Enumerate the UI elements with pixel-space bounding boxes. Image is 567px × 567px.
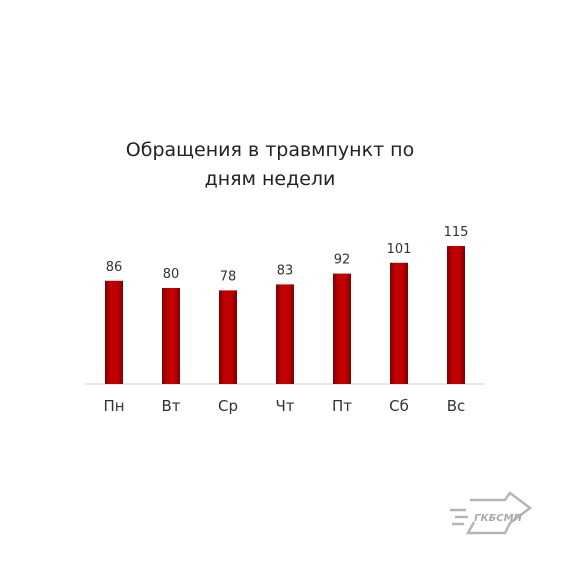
logo [450,491,533,535]
bar-shade [162,288,180,384]
chart-title: Обращения в травмпункт по дням недели [125,139,415,190]
value-label: 80 [163,267,180,282]
x-tick-label: Пн [103,397,124,415]
value-label: 92 [334,253,351,268]
value-label: 115 [444,225,469,240]
bar-shade [390,262,408,384]
bar-shade [105,280,123,384]
x-tick-label: Чт [275,397,294,415]
x-tick-label: Сб [389,397,409,415]
bar-shade [333,273,351,384]
x-tick-label: Ср [218,397,238,415]
x-tick-label: Пт [332,397,352,415]
x-tick-label: Вс [447,397,466,415]
bar-shade [447,246,465,384]
bar-shade [276,284,294,384]
value-label: 78 [220,269,237,284]
bar-shade [219,290,237,384]
value-label: 86 [106,260,123,275]
x-tick-label: Вт [161,397,180,415]
logo-text: ГКБСМП [474,513,522,524]
value-label: 83 [277,263,294,278]
value-label: 101 [387,242,412,257]
